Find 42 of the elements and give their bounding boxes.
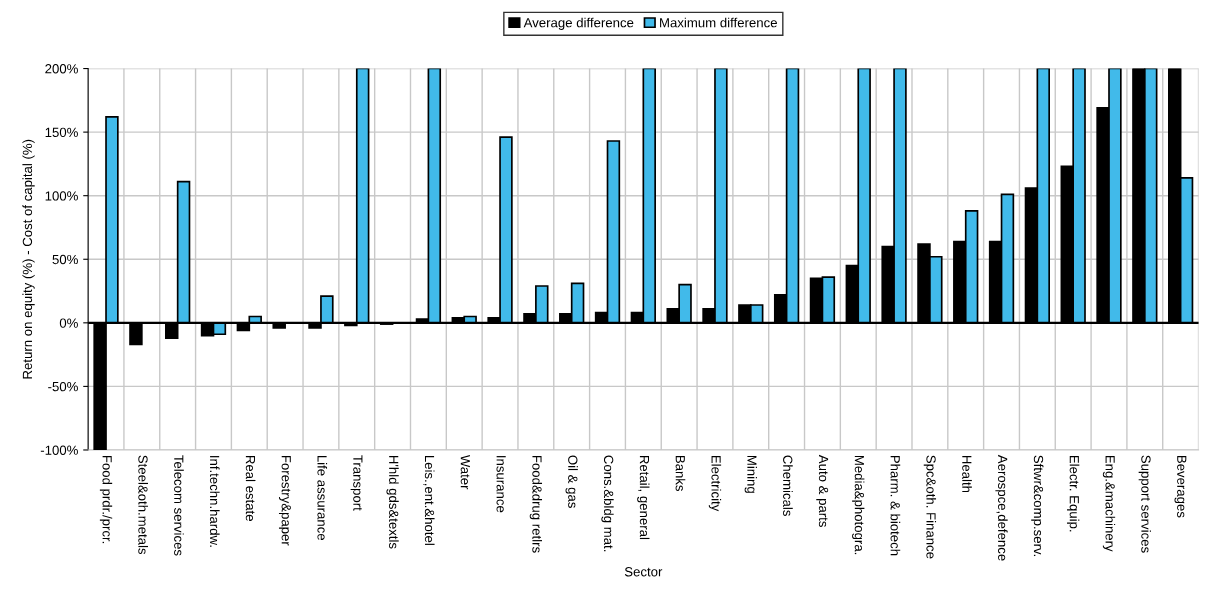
y-tick-label: -50% <box>48 381 78 392</box>
x-tick-label: Inf.techn.hardw. <box>209 456 220 547</box>
x-tick-label: Food&drug retlrs <box>529 455 543 553</box>
x-tick-label: Banks <box>675 455 686 492</box>
x-tick-label: Chemicals <box>783 455 793 516</box>
y-tick-label: -100% <box>40 445 78 455</box>
y-axis-title: Return on equity (%) - Cost of capital (%) <box>22 139 35 379</box>
x-tick-label: H'hld gds&textls <box>386 455 399 549</box>
x-tick-label: Mining <box>744 455 757 493</box>
x-tick-label: Support services <box>1138 455 1151 553</box>
x-tick-label: Pharm. & biotech <box>890 455 901 556</box>
y-tick-label: 0% <box>59 318 78 328</box>
legend-label: Average difference <box>523 17 634 30</box>
y-tick-label: 150% <box>45 127 78 138</box>
x-tick-label: Food prdr./prcr. <box>99 455 113 544</box>
legend-label: Maximum difference <box>660 17 777 28</box>
x-tick-label: Electr. Equip. <box>1067 455 1080 532</box>
x-tick-label: Cons.&bldg mat. <box>601 455 614 552</box>
x-tick-label: Forestry&paper <box>278 455 291 546</box>
x-tick-label: Life assurance <box>317 455 328 541</box>
x-tick-label: Spc&oth. Finance <box>923 455 937 559</box>
x-tick-label: Eng.&machinery <box>1102 455 1116 552</box>
x-tick-label: Oil & gas <box>565 455 578 508</box>
x-tick-label: Water <box>460 454 470 490</box>
y-tick-label: 50% <box>52 254 78 265</box>
y-tick-label: 100% <box>45 191 78 201</box>
x-tick-label: Steel&oth.metals <box>138 455 148 555</box>
x-tick-label: Aerospce,defence <box>995 454 1008 561</box>
x-tick-label: Sftwr&comp.serv. <box>1031 455 1044 557</box>
x-axis-title: Sector <box>624 567 663 577</box>
x-tick-label: Retail, general <box>637 455 650 540</box>
x-tick-label: Electricity <box>708 455 722 512</box>
x-tick-label: Health <box>962 455 972 493</box>
x-tick-label: Telecom services <box>174 455 184 556</box>
x-tick-label: Auto & parts <box>816 454 829 527</box>
x-tick-label: Media&photogra. <box>852 455 865 555</box>
x-tick-label: Insurance <box>496 456 506 513</box>
y-tick-label: 200% <box>45 64 78 74</box>
x-tick-label: Leis.,ent.&hotel <box>423 455 435 545</box>
x-tick-label: Beverages <box>1174 455 1187 518</box>
x-tick-label: Transport <box>350 455 363 511</box>
x-tick-label: Real estate <box>245 455 256 521</box>
